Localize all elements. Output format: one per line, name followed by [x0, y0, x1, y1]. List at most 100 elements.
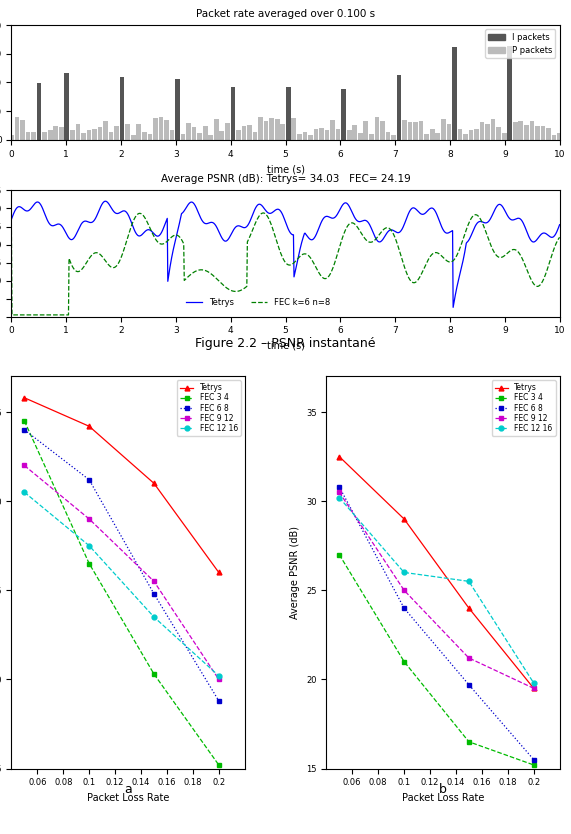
- Bar: [258, 118, 263, 140]
- Bar: [447, 124, 451, 140]
- Bar: [92, 128, 97, 140]
- Bar: [535, 126, 540, 140]
- Bar: [170, 130, 174, 140]
- Tetrys: [385, 226, 392, 236]
- Tetrys: [250, 208, 257, 218]
- Line: FEC 12 16: FEC 12 16: [22, 490, 221, 678]
- Bar: [496, 127, 501, 140]
- Bar: [308, 134, 313, 140]
- Bar: [164, 120, 169, 140]
- FEC 12 16: [336, 493, 343, 503]
- Bar: [474, 129, 479, 140]
- Bar: [397, 75, 401, 140]
- Bar: [225, 123, 230, 140]
- FEC 3 4: [215, 760, 222, 770]
- Bar: [430, 128, 435, 140]
- Bar: [236, 130, 241, 140]
- Tetrys: [151, 479, 158, 489]
- FEC 9 12: [530, 683, 537, 693]
- Bar: [502, 133, 506, 140]
- X-axis label: Packet Loss Rate: Packet Loss Rate: [87, 793, 169, 803]
- Bar: [491, 119, 496, 140]
- Bar: [524, 125, 529, 140]
- Tetrys: [530, 683, 537, 693]
- Tetrys: [450, 303, 457, 313]
- FEC 12 16: [465, 576, 472, 586]
- FEC k=6 n=8: [437, 249, 444, 259]
- Bar: [529, 121, 534, 140]
- Text: b: b: [439, 783, 447, 796]
- Line: FEC 6 8: FEC 6 8: [22, 427, 221, 703]
- Line: FEC 12 16: FEC 12 16: [337, 495, 536, 686]
- X-axis label: Packet Loss Rate: Packet Loss Rate: [402, 793, 484, 803]
- Tetrys: [436, 216, 443, 226]
- FEC k=6 n=8: [230, 286, 237, 296]
- FEC 12 16: [530, 678, 537, 688]
- Bar: [303, 132, 307, 140]
- Bar: [408, 123, 412, 140]
- FEC 3 4: [86, 559, 93, 569]
- Bar: [546, 128, 551, 140]
- Bar: [557, 133, 562, 140]
- Tetrys: [215, 567, 222, 577]
- Bar: [203, 126, 207, 140]
- X-axis label: time (s): time (s): [267, 164, 304, 174]
- Bar: [436, 133, 440, 140]
- FEC 9 12: [86, 514, 93, 524]
- Bar: [375, 117, 379, 140]
- FEC 9 12: [151, 576, 158, 586]
- Bar: [270, 118, 274, 140]
- Bar: [142, 133, 147, 140]
- Bar: [231, 87, 235, 140]
- Bar: [181, 133, 186, 140]
- Bar: [65, 73, 69, 140]
- Bar: [518, 121, 523, 140]
- FEC 6 8: [21, 425, 28, 435]
- FEC 9 12: [21, 460, 28, 470]
- Bar: [419, 121, 424, 140]
- Bar: [20, 120, 25, 140]
- Bar: [198, 133, 202, 140]
- FEC 12 16: [86, 540, 93, 550]
- Bar: [264, 121, 268, 140]
- Bar: [541, 126, 545, 140]
- Bar: [108, 132, 114, 140]
- FEC k=6 n=8: [250, 223, 257, 233]
- Line: Tetrys: Tetrys: [22, 395, 221, 575]
- Bar: [59, 128, 63, 140]
- FEC 12 16: [215, 671, 222, 681]
- Bar: [480, 122, 484, 140]
- Tetrys: [102, 196, 108, 206]
- FEC 6 8: [401, 603, 408, 613]
- FEC 6 8: [465, 680, 472, 690]
- Line: FEC 3 4: FEC 3 4: [22, 419, 221, 767]
- Bar: [242, 126, 246, 140]
- Tetrys: [86, 421, 93, 431]
- Bar: [352, 125, 357, 140]
- FEC k=6 n=8: [385, 224, 392, 234]
- Line: Tetrys: Tetrys: [337, 455, 536, 691]
- Bar: [280, 124, 285, 140]
- Bar: [247, 125, 252, 140]
- FEC 9 12: [215, 675, 222, 685]
- Bar: [297, 133, 301, 140]
- Bar: [87, 130, 91, 140]
- Bar: [452, 47, 457, 140]
- Line: FEC 9 12: FEC 9 12: [22, 463, 221, 682]
- Legend: I packets, P packets: I packets, P packets: [485, 29, 556, 58]
- Bar: [153, 118, 158, 140]
- Bar: [463, 134, 468, 140]
- Bar: [159, 118, 163, 140]
- Bar: [380, 121, 385, 140]
- Bar: [136, 124, 141, 140]
- Tetrys: [336, 451, 343, 461]
- Bar: [98, 127, 102, 140]
- Bar: [552, 135, 556, 140]
- FEC k=6 n=8: [8, 225, 15, 235]
- Bar: [313, 129, 318, 140]
- Bar: [319, 128, 324, 140]
- FEC 3 4: [21, 416, 28, 426]
- Bar: [186, 123, 191, 140]
- Bar: [469, 130, 473, 140]
- Bar: [42, 132, 47, 140]
